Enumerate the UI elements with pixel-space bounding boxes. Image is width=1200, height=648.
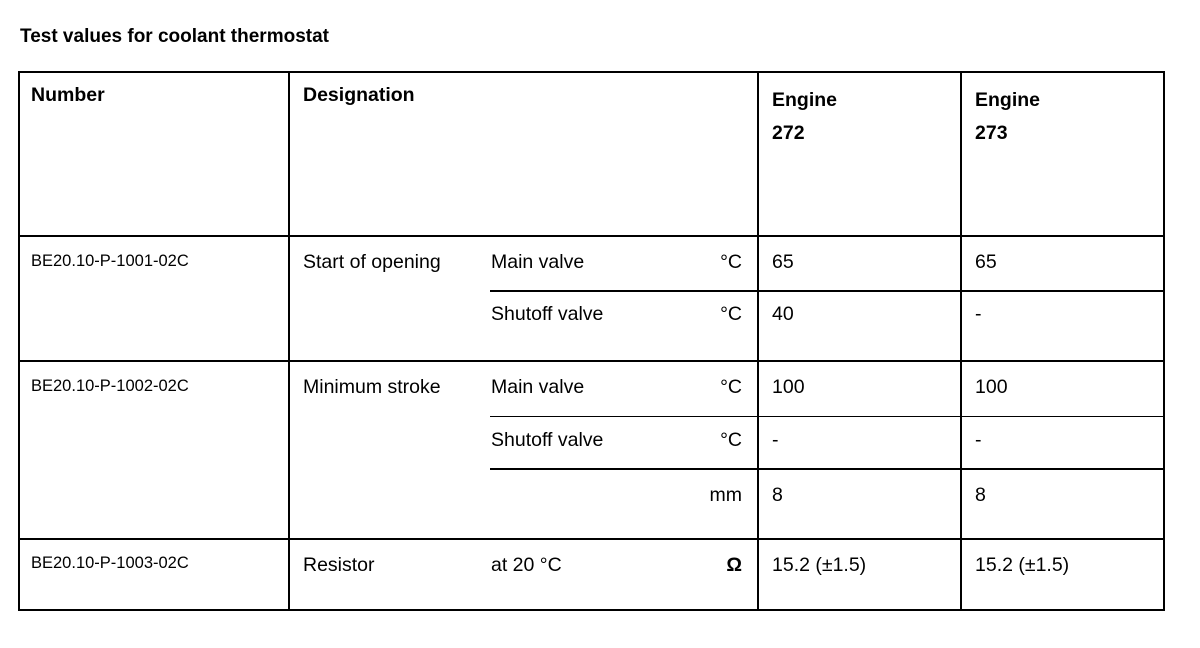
subrow-divider [490,290,1165,292]
table-border [1163,71,1165,611]
column-divider [960,71,962,611]
header-engine-label: Engine [772,89,838,111]
row-divider [19,538,1165,540]
row-divider [19,360,1165,362]
value-272: 100 [772,376,805,398]
unit: °C [720,251,742,273]
value-273: 100 [975,376,1008,398]
test-number: BE20.10-P-1001-02C [31,252,189,270]
unit: mm [709,484,743,506]
unit: °C [720,303,742,325]
value-272: 40 [772,303,794,325]
table-border [19,71,1165,73]
column-divider [757,71,759,611]
unit: °C [720,376,742,398]
sub-label: Shutoff valve [491,429,604,451]
value-272: 8 [772,484,783,506]
header-engine-label: Engine [975,89,1041,111]
value-272: 15.2 (±1.5) [772,554,867,576]
value-272: 65 [772,251,794,273]
value-273: 8 [975,484,986,506]
header-engine-number: 273 [975,122,1008,144]
header-engine-272: Engine 272 [772,84,837,150]
table-border [18,71,20,611]
value-273: - [975,303,982,325]
value-273: 15.2 (±1.5) [975,554,1070,576]
sub-label: at 20 °C [491,554,562,576]
unit: °C [720,429,742,451]
header-number: Number [31,84,105,106]
sub-label: Shutoff valve [491,303,604,325]
ohm-unit: Ω [726,554,742,576]
value-273: - [975,429,982,451]
document-title: Test values for coolant thermostat [20,26,329,47]
sub-label: Main valve [491,251,585,273]
designation: Minimum stroke [303,376,441,398]
table-border [19,609,1165,611]
designation: Resistor [303,554,375,576]
header-engine-number: 272 [772,122,805,144]
header-designation: Designation [303,84,415,106]
designation: Start of opening [303,251,441,273]
header-engine-273: Engine 273 [975,84,1040,150]
column-divider [288,71,290,611]
row-divider [19,235,1165,237]
sub-label: Main valve [491,376,585,398]
value-273: 65 [975,251,997,273]
test-number: BE20.10-P-1003-02C [31,554,189,572]
subrow-divider [490,468,1165,470]
subrow-divider [490,416,1165,417]
value-272: - [772,429,779,451]
test-number: BE20.10-P-1002-02C [31,377,189,395]
